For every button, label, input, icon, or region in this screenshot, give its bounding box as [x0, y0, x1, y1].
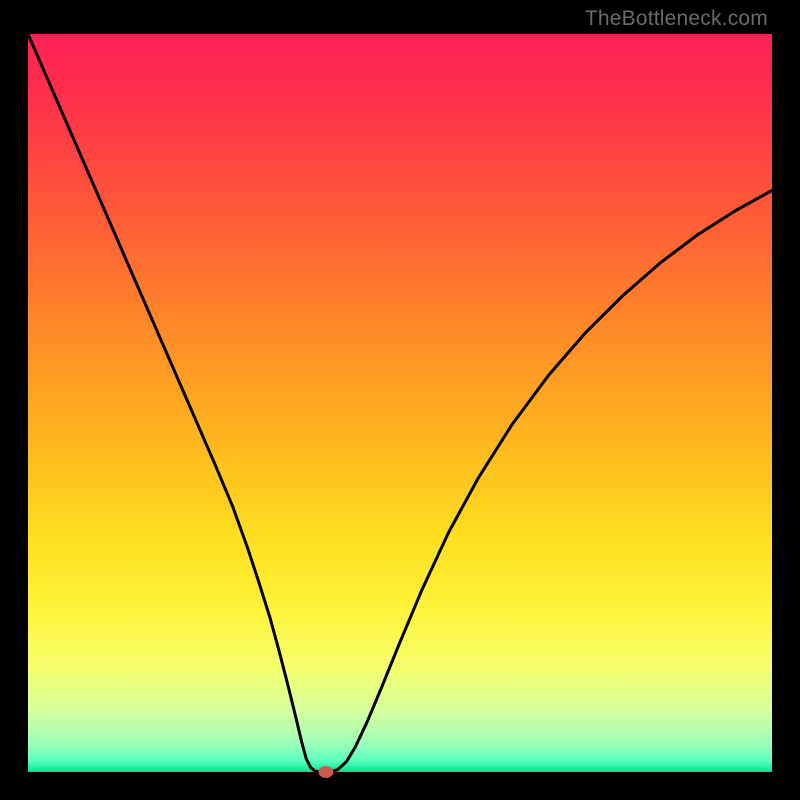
- min-marker: [318, 766, 333, 778]
- bottleneck-curve: [28, 34, 772, 772]
- chart-frame: TheBottleneck.com: [0, 0, 800, 800]
- plot-area: [28, 34, 772, 772]
- watermark-text: TheBottleneck.com: [585, 7, 768, 31]
